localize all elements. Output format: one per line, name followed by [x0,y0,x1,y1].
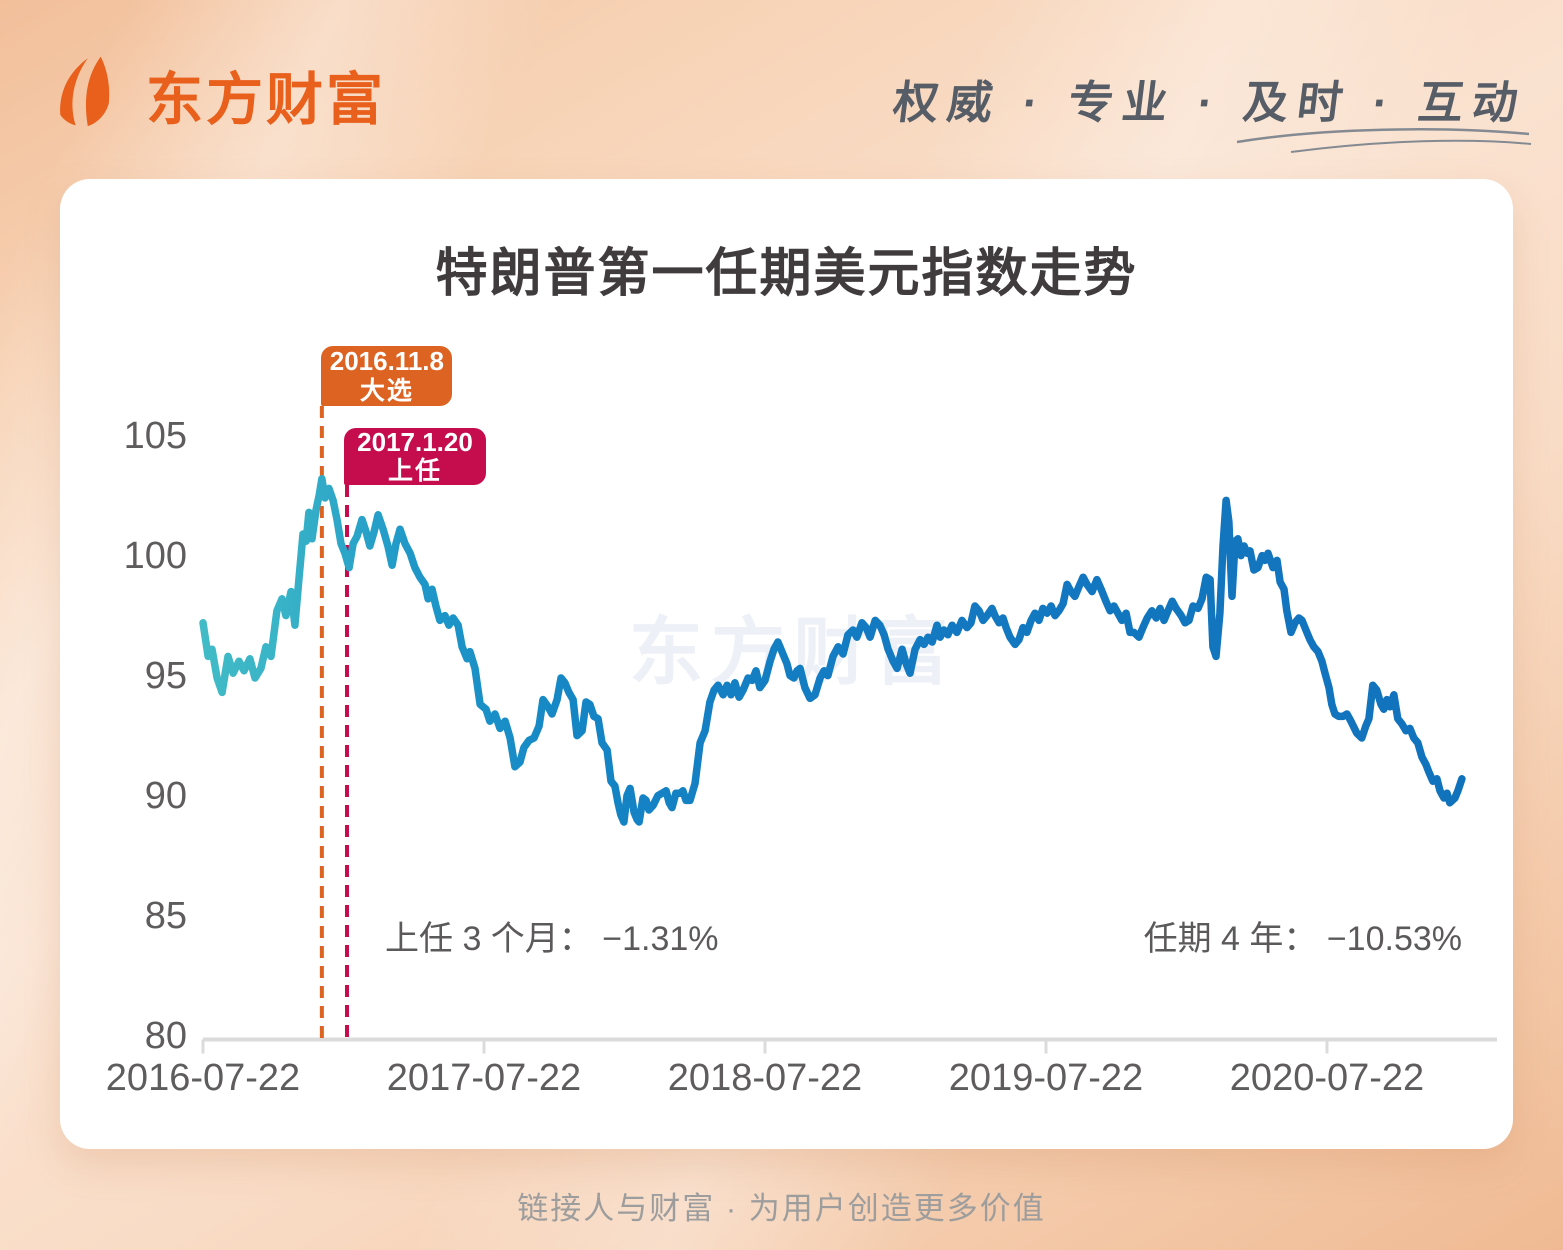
event-election-date: 2016.11.8 [329,346,444,377]
event-inauguration-label: 2017.1.20 上任 [344,426,486,486]
event-election-name: 大选 [359,376,414,405]
x-axis-label: 2020-07-22 [1229,1057,1425,1099]
y-axis-label: 105 [123,415,187,457]
x-axis-label: 2019-07-22 [948,1057,1144,1099]
eastmoney-logo-text: 东方财富 [146,68,386,132]
brand-slogan: 权威 · 专业 · 及时 · 互动 [890,66,1529,131]
brand-slogan-text: 权威 · 专业 · 及时 · 互动 [890,77,1530,128]
x-axis-label: 2017-07-22 [386,1057,582,1099]
y-axis-label: 80 [144,1015,187,1057]
watermark: 东方财富 [629,610,957,694]
chart-card: 特朗普第一任期美元指数走势 东方财富 80 85 90 95 100 105 2016-07… [60,179,1513,1149]
chart-title: 特朗普第一任期美元指数走势 [435,245,1138,303]
dollar-index-line-chart [199,406,1497,1054]
three-month-change-note: 上任 3 个月： −1.31% [385,920,719,958]
event-election-label: 2016.11.8 大选 [321,346,453,406]
eastmoney-logo: 东方财富 [50,54,386,136]
y-axis-label: 100 [123,535,187,577]
event-inauguration-date: 2017.1.20 [357,426,473,457]
footer-slogan: 链接人与财富 · 为用户创造更多价值 [517,1191,1046,1226]
x-axis-label: 2016-07-22 [105,1057,301,1099]
y-axis-label: 85 [144,895,187,937]
y-axis-label: 90 [144,775,187,817]
swoosh-underline-icon [1233,124,1533,163]
event-inauguration-name: 上任 [387,457,442,486]
y-axis-label: 95 [144,655,187,697]
page-header: 东方财富 权威 · 专业 · 及时 · 互动 [0,0,1563,178]
eastmoney-logo-icon [50,55,132,136]
x-axis-label: 2018-07-22 [667,1057,863,1099]
four-year-change-note: 任期 4 年： −10.53% [1143,920,1462,958]
